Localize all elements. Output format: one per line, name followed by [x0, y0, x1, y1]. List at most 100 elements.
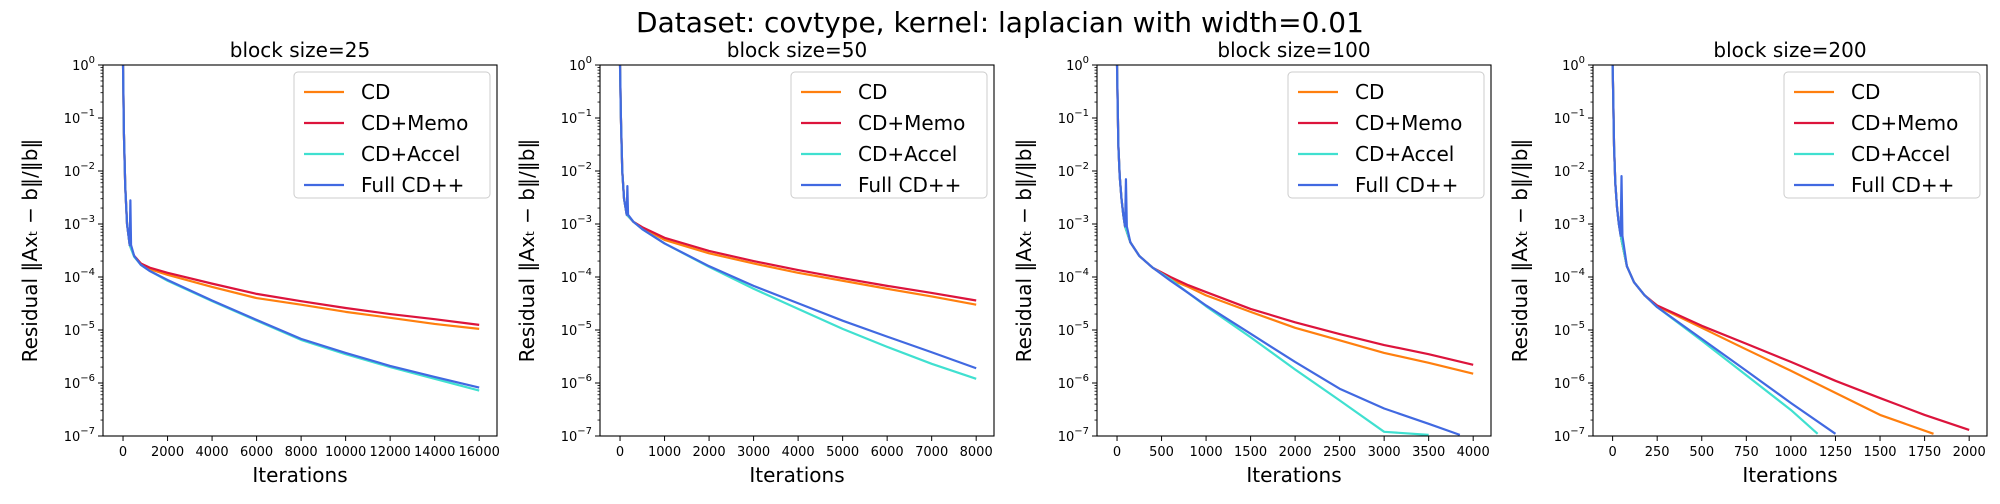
y-tick-label: 10−2 — [64, 161, 95, 180]
plot-frame — [1592, 64, 1988, 437]
plot-frame — [599, 64, 995, 437]
x-tick-label: 2000 — [693, 445, 726, 460]
subplot-1: 0 2000 4000 6000 8000 10000 12000 14000 16000 10−… — [18, 38, 500, 487]
x-tick-label: 4000 — [1457, 445, 1490, 460]
legend-box — [293, 71, 491, 199]
series-lines — [618, 65, 977, 380]
x-tick-label: 16000 — [459, 445, 500, 460]
y-tick-label: 10−6 — [64, 373, 95, 392]
subplot-title: block size=100 — [1217, 38, 1370, 62]
x-tick-label: 0 — [1113, 445, 1121, 460]
y-tick-label: 10−1 — [1554, 108, 1585, 127]
y-tick-label: 10−1 — [1058, 108, 1089, 127]
y-tick-label: 10−5 — [1058, 320, 1089, 339]
series-line-full-cd- — [1611, 65, 1837, 435]
y-tick-label: 10−5 — [64, 320, 95, 339]
x-tick-label: 8000 — [960, 445, 993, 460]
legend-label: CD+Accel — [1851, 142, 1950, 166]
y-tick-label: 100 — [72, 55, 95, 74]
x-tick-label: 12000 — [369, 445, 410, 460]
y-tick-label: 10−4 — [1554, 267, 1585, 286]
y-tick-label: 10−1 — [561, 108, 592, 127]
series-lines — [121, 65, 480, 392]
x-tick-label: 4000 — [782, 445, 815, 460]
legend-label: Full CD++ — [1355, 173, 1458, 197]
series-lines — [1611, 65, 1970, 435]
y-tick-label: 10−2 — [1058, 161, 1089, 180]
x-tick-label: 8000 — [285, 445, 318, 460]
x-tick-label: 0 — [1608, 445, 1616, 460]
x-tick-label: 500 — [1689, 445, 1714, 460]
y-axis-label: Residual ‖Axₜ − b‖/‖b‖ — [1508, 139, 1532, 363]
legend: CD CD+Memo CD+Accel Full CD++ — [1287, 71, 1485, 199]
y-tick-label: 10−6 — [561, 373, 592, 392]
x-tick-label: 0 — [616, 445, 624, 460]
x-tick-label: 2000 — [1279, 445, 1312, 460]
subplot-title: block size=200 — [1713, 38, 1866, 62]
legend: CD CD+Memo CD+Accel Full CD++ — [293, 71, 491, 199]
series-lines — [1115, 65, 1474, 436]
legend-label: CD+Memo — [361, 111, 468, 135]
x-tick-label: 3500 — [1412, 445, 1445, 460]
legend-label: CD+Accel — [361, 142, 460, 166]
x-tick-label: 6000 — [871, 445, 904, 460]
y-tick-label: 10−2 — [561, 161, 592, 180]
subplot-2: 0 1000 2000 3000 4000 5000 6000 7000 8000 10−7 10−… — [515, 38, 995, 487]
x-tick-label: 5000 — [826, 445, 859, 460]
x-axis-label: Iterations — [749, 463, 844, 487]
y-tick-label: 10−4 — [561, 267, 592, 286]
legend-label: Full CD++ — [361, 173, 464, 197]
x-axis-label: Iterations — [1246, 463, 1341, 487]
legend-box — [790, 71, 988, 199]
x-tick-label: 2000 — [1953, 445, 1986, 460]
x-tick-label: 1000 — [1774, 445, 1807, 460]
legend-label: Full CD++ — [858, 173, 961, 197]
y-tick-label: 10−4 — [1058, 267, 1089, 286]
legend-box — [1783, 71, 1981, 199]
y-axis-label: Residual ‖Axₜ − b‖/‖b‖ — [1012, 139, 1036, 363]
y-axis-label: Residual ‖Axₜ − b‖/‖b‖ — [515, 139, 539, 363]
legend: CD CD+Memo CD+Accel Full CD++ — [1783, 71, 1981, 199]
x-tick-label: 1500 — [1863, 445, 1896, 460]
x-tick-label: 6000 — [240, 445, 273, 460]
y-tick-label: 10−7 — [561, 426, 592, 445]
series-line-full-cd- — [121, 65, 480, 389]
x-axis-label: Iterations — [1742, 463, 1837, 487]
y-tick-label: 10−1 — [64, 108, 95, 127]
subplot-title: block size=50 — [727, 38, 867, 62]
y-tick-label: 10−3 — [64, 214, 95, 233]
x-tick-label: 1500 — [1234, 445, 1267, 460]
x-tick-label: 250 — [1645, 445, 1670, 460]
y-tick-label: 10−3 — [1554, 214, 1585, 233]
x-tick-label: 3000 — [737, 445, 770, 460]
y-tick-label: 10−5 — [561, 320, 592, 339]
legend-box — [1287, 71, 1485, 199]
subplot-3: 0 500 1000 1500 2000 2500 3000 3500 4000 10−7 10−6… — [1012, 38, 1492, 487]
y-tick-label: 10−4 — [64, 267, 95, 286]
y-tick-label: 100 — [1066, 55, 1089, 74]
plot-frame — [1096, 64, 1492, 437]
x-tick-label: 1250 — [1819, 445, 1852, 460]
legend-label: CD+Memo — [1355, 111, 1462, 135]
plot-frame — [102, 64, 498, 437]
x-tick-label: 1000 — [648, 445, 681, 460]
y-tick-label: 10−7 — [1554, 426, 1585, 445]
x-tick-label: 2500 — [1323, 445, 1356, 460]
y-tick-label: 10−5 — [1554, 320, 1585, 339]
legend: CD CD+Memo CD+Accel Full CD++ — [790, 71, 988, 199]
legend-label: CD — [858, 80, 887, 104]
y-tick-label: 10−7 — [64, 426, 95, 445]
y-tick-label: 10−3 — [561, 214, 592, 233]
legend-label: CD+Memo — [858, 111, 965, 135]
x-tick-label: 10000 — [325, 445, 366, 460]
x-tick-label: 500 — [1149, 445, 1174, 460]
y-tick-label: 10−7 — [1058, 426, 1089, 445]
x-axis-label: Iterations — [252, 463, 347, 487]
x-tick-label: 1000 — [1190, 445, 1223, 460]
subplot-4: 0 250 500 750 1000 1250 1500 1750 2000 10−7 10−6 10… — [1508, 38, 1988, 487]
y-tick-label: 10−3 — [1058, 214, 1089, 233]
x-tick-label: 1750 — [1908, 445, 1941, 460]
legend-label: Full CD++ — [1851, 173, 1954, 197]
y-tick-label: 10−2 — [1554, 161, 1585, 180]
